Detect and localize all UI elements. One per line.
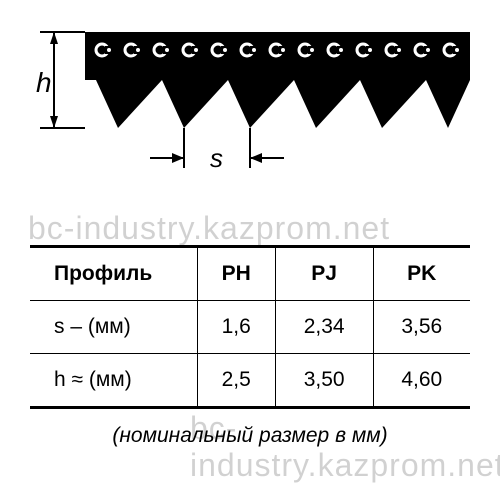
- label-s: s: [210, 143, 223, 173]
- label-h: h: [36, 67, 52, 98]
- row-h-label: h ≈ (мм): [30, 354, 197, 408]
- cell-h-pj: 3,50: [275, 354, 373, 408]
- col-ph: PH: [197, 247, 275, 301]
- watermark-text-2: bc-industry.kazprom.net: [190, 410, 500, 484]
- cell-h-ph: 2,5: [197, 354, 275, 408]
- col-pk: PK: [373, 247, 470, 301]
- cell-h-pk: 4,60: [373, 354, 470, 408]
- watermark-text-1: bc-industry.kazprom.net: [28, 210, 390, 247]
- col-profile: Профиль: [30, 247, 197, 301]
- cell-s-pj: 2,34: [275, 301, 373, 354]
- dim-s: s: [150, 128, 284, 173]
- cell-s-ph: 1,6: [197, 301, 275, 354]
- dim-h: h: [36, 32, 85, 128]
- belt-body: [85, 32, 470, 128]
- row-s-label: s – (мм): [30, 301, 197, 354]
- belt-profile-diagram: h: [30, 20, 470, 190]
- col-pj: PJ: [275, 247, 373, 301]
- cell-s-pk: 3,56: [373, 301, 470, 354]
